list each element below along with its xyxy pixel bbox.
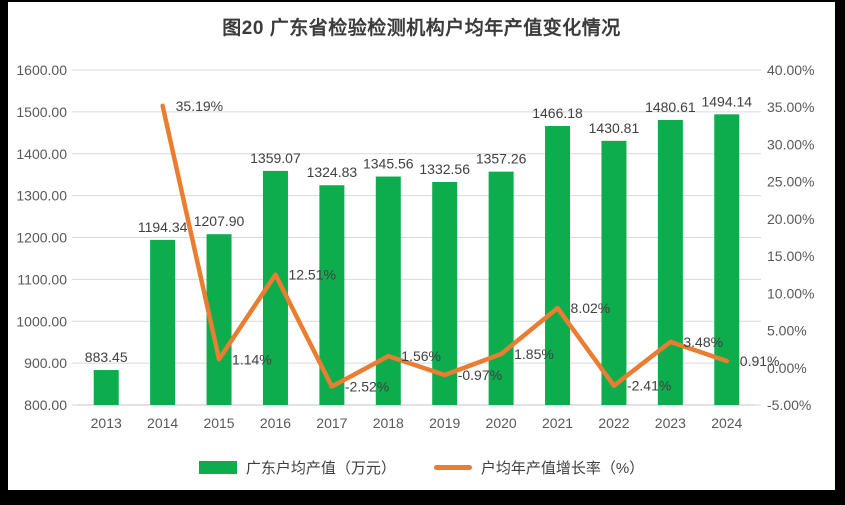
right-axis-tick-label: 35.00% [767,99,814,115]
right-axis-tick-label: 40.00% [767,62,814,78]
legend-item-line-series: 户均年产值增长率（%） [433,457,645,478]
x-axis-label: 2023 [655,415,686,431]
x-axis-label: 2013 [91,415,122,431]
chart-title: 图20 广东省检验检测机构户均年产值变化情况 [222,18,621,39]
legend-bar-label: 广东户均产值（万元） [245,460,396,477]
x-axis-label: 2019 [429,415,460,431]
right-axis-tick-label: 10.00% [767,285,814,301]
left-axis-tick-label: 1200.00 [16,230,67,246]
left-axis-tick-label: 1300.00 [16,188,67,204]
bar-2022 [601,140,627,405]
bar-2021 [545,126,571,406]
left-axis-tick-label: 1600.00 [16,62,67,78]
left-axis-tick-label: 1000.00 [16,313,67,329]
left-axis-tick-label: 800.00 [24,397,67,413]
right-axis-tick-label: 0.00% [767,360,807,376]
x-axis-label: 2020 [486,415,517,431]
bar-data-label: 1357.26 [476,151,527,167]
x-axis-label: 2017 [316,415,347,431]
x-axis-label: 2024 [711,415,742,431]
legend-item-bar-series: 广东户均产值（万元） [198,457,396,478]
bar-data-label: 1324.83 [307,164,358,180]
bar-2018 [375,176,401,405]
x-axis-label: 2016 [260,415,291,431]
line-data-label: 35.19% [176,98,223,114]
chart-legend: 广东户均产值（万元） 户均年产值增长率（%） [8,457,835,478]
x-axis-label: 2018 [373,415,404,431]
right-axis-tick-label: 15.00% [767,248,814,264]
growth-rate-line [160,103,730,389]
line-data-label: -2.41% [627,378,671,394]
bar-2020 [488,171,514,405]
right-axis-tick-label: 20.00% [767,211,814,227]
left-axis-tick-label: 1500.00 [16,104,67,120]
line-data-label: 8.02% [571,300,611,316]
bar-data-label: 1207.90 [194,213,245,229]
chart-plot-area: 800.00 900.00 1000.00 1100.00 1200.00 1300.00… [16,62,814,431]
bar-data-label: 1480.61 [645,99,696,115]
x-axis-label: 2022 [598,415,629,431]
line-data-label: 0.91% [740,353,780,369]
line-data-label: 12.51% [288,267,335,283]
bar-data-label: 1466.18 [532,105,583,121]
bar-data-label: 1430.81 [589,120,640,136]
legend-line-label: 户均年产值增长率（%） [480,460,645,477]
x-axis-label: 2015 [203,415,234,431]
line-data-label: -2.52% [345,379,389,395]
bar-data-label: 1194.34 [138,219,188,235]
line-data-label: 1.14% [232,351,272,367]
bar-2013 [93,370,119,405]
bar-data-label: 883.45 [85,349,128,365]
right-axis-tick-label: 5.00% [767,323,807,339]
bar-data-label: 1332.56 [419,161,470,177]
line-data-label: 3.48% [683,334,723,350]
bar-2023 [657,119,683,405]
right-axis-tick-label: 30.00% [767,136,814,152]
bar-2014 [150,239,176,405]
right-axis-tick-label: -5.00% [767,397,811,413]
bar-series-swatch-icon [198,461,237,474]
x-axis-label: 2021 [542,415,573,431]
line-data-label: 1.56% [401,348,441,364]
line-series-swatch-icon [433,465,472,470]
bar-data-label: 1345.56 [363,156,414,172]
right-axis-tick-label: 25.00% [767,174,814,190]
bar-2019 [432,181,458,405]
line-data-label: -0.97% [458,367,502,383]
left-axis-tick-label: 900.00 [24,355,67,371]
chart-frame: 图20 广东省检验检测机构户均年产值变化情况 800.00 900.00 1000.… [8,2,835,490]
x-axis-label: 2014 [147,415,178,431]
left-axis-tick-label: 1400.00 [16,146,67,162]
line-data-label: 1.85% [514,346,554,362]
left-axis-tick-label: 1100.00 [17,271,67,287]
bar-data-label: 1359.07 [250,150,301,166]
bar-data-label: 1494.14 [701,93,752,109]
